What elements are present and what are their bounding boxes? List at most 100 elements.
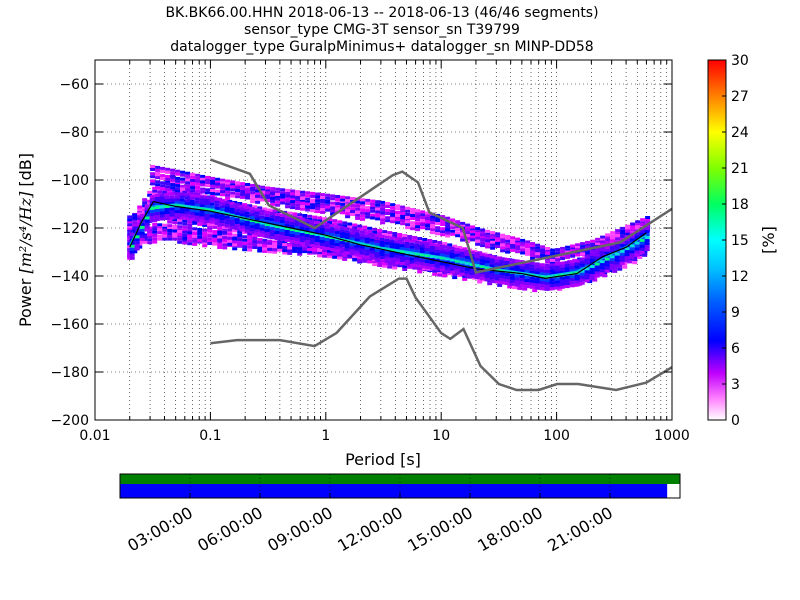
histogram-cell	[294, 232, 300, 235]
histogram-cell	[239, 207, 245, 211]
histogram-cell	[194, 200, 200, 204]
histogram-cell	[405, 213, 411, 216]
histogram-cell	[325, 196, 331, 200]
histogram-cell	[210, 181, 216, 185]
histogram-cell	[134, 235, 140, 239]
histogram-cell	[544, 284, 550, 288]
histogram-cell	[294, 238, 300, 241]
histogram-cell	[309, 229, 315, 232]
histogram-cell	[370, 202, 376, 206]
histogram-cell	[320, 207, 326, 211]
histogram-cell	[324, 229, 330, 232]
histogram-cell	[414, 240, 420, 244]
histogram-cell	[590, 244, 596, 248]
histogram-cell	[574, 274, 580, 278]
histogram-cell	[370, 199, 376, 203]
histogram-cell	[455, 220, 461, 224]
histogram-cell	[284, 236, 290, 239]
histogram-cell	[159, 199, 165, 203]
histogram-cell	[157, 231, 163, 235]
histogram-cell	[332, 222, 338, 226]
histogram-cell	[155, 176, 161, 180]
histogram-cell	[222, 239, 228, 243]
histogram-cell	[157, 234, 163, 238]
histogram-cell	[459, 254, 465, 258]
histogram-cell	[127, 229, 133, 233]
histogram-cell	[182, 225, 188, 229]
histogram-cell	[235, 186, 241, 190]
histogram-cell	[600, 235, 606, 239]
histogram-cell	[134, 241, 140, 245]
timeline-tick-label: 09:00:00	[264, 503, 336, 555]
histogram-cell	[177, 221, 183, 225]
histogram-cell	[479, 271, 485, 275]
histogram-cell	[159, 217, 165, 221]
histogram-cell	[134, 232, 140, 236]
histogram-cell	[310, 194, 316, 198]
histogram-cell	[460, 238, 466, 242]
histogram-cell	[225, 187, 231, 191]
histogram-cell	[365, 209, 371, 213]
histogram-cell	[614, 261, 620, 265]
histogram-cell	[267, 208, 273, 212]
histogram-cell	[420, 213, 426, 217]
histogram-cell	[619, 258, 625, 262]
histogram-cell	[359, 230, 365, 234]
histogram-cell	[409, 245, 415, 249]
histogram-cell	[479, 253, 485, 257]
histogram-cell	[355, 204, 361, 208]
histogram-cell	[434, 267, 440, 271]
histogram-cell	[584, 258, 590, 262]
histogram-cell	[510, 244, 516, 248]
y-axis-label-prefix: Power	[16, 274, 35, 327]
histogram-cell	[279, 235, 285, 238]
histogram-cell	[379, 244, 385, 247]
histogram-cell	[229, 222, 235, 226]
histogram-cell	[200, 174, 206, 178]
histogram-cell	[164, 196, 170, 199]
histogram-cell	[245, 196, 251, 200]
histogram-cell	[245, 193, 251, 197]
histogram-cell	[139, 228, 145, 232]
histogram-cell	[249, 216, 255, 220]
histogram-cell	[284, 230, 290, 233]
histogram-cell	[459, 272, 465, 276]
histogram-cell	[330, 212, 336, 216]
histogram-cell	[512, 286, 518, 290]
histogram-cell	[240, 190, 246, 193]
histogram-cell	[317, 216, 323, 220]
histogram-cell	[142, 201, 148, 205]
histogram-cell	[195, 173, 201, 177]
histogram-cell	[594, 265, 600, 269]
histogram-cell	[559, 261, 565, 265]
histogram-cell	[385, 216, 391, 220]
histogram-cell	[435, 232, 441, 236]
histogram-cell	[327, 255, 333, 259]
histogram-cell	[570, 244, 576, 248]
histogram-cell	[514, 277, 520, 281]
histogram-cell	[520, 246, 526, 250]
histogram-cell	[172, 232, 178, 236]
histogram-cell	[329, 236, 335, 240]
histogram-cell	[389, 260, 395, 264]
histogram-cell	[199, 210, 205, 214]
histogram-cell	[489, 261, 495, 265]
histogram-cell	[422, 238, 428, 241]
histogram-cell	[257, 246, 263, 250]
histogram-cell	[490, 235, 496, 239]
histogram-cell	[565, 250, 571, 254]
histogram-cell	[465, 228, 471, 232]
histogram-cell	[227, 228, 233, 232]
histogram-cell	[569, 275, 575, 279]
histogram-cell	[335, 205, 341, 209]
histogram-cell	[554, 268, 560, 272]
histogram-cell	[409, 248, 415, 252]
histogram-cell	[170, 183, 176, 187]
histogram-cell	[387, 265, 393, 269]
histogram-cell	[309, 232, 315, 235]
histogram-cell	[499, 257, 505, 261]
histogram-cell	[264, 214, 270, 217]
histogram-cell	[269, 221, 275, 225]
histogram-cell	[434, 243, 440, 247]
histogram-cell	[420, 226, 426, 230]
